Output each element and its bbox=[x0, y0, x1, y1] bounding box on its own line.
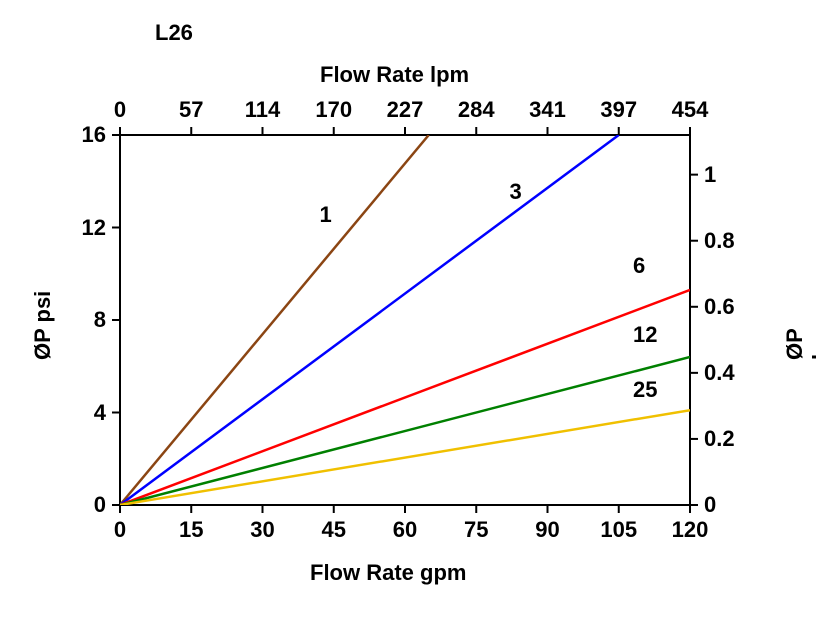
series-label-3: 3 bbox=[510, 179, 522, 205]
x-bottom-tick-label: 60 bbox=[393, 517, 417, 543]
series-line-6 bbox=[120, 290, 690, 505]
x-top-tick-label: 341 bbox=[529, 97, 566, 123]
x-top-tick-label: 170 bbox=[315, 97, 352, 123]
x-bottom-tick-label: 30 bbox=[250, 517, 274, 543]
y-right-tick-label: 0.6 bbox=[704, 294, 735, 320]
y-left-tick-label: 12 bbox=[82, 215, 106, 241]
series-label-25: 25 bbox=[633, 377, 657, 403]
y-right-tick-label: 0.8 bbox=[704, 228, 735, 254]
x-top-tick-label: 227 bbox=[387, 97, 424, 123]
series-lines bbox=[120, 135, 690, 505]
y-left-tick-label: 16 bbox=[82, 122, 106, 148]
x-bottom-tick-label: 120 bbox=[672, 517, 709, 543]
x-top-tick-label: 397 bbox=[600, 97, 637, 123]
series-label-12: 12 bbox=[633, 322, 657, 348]
x-top-tick-label: 114 bbox=[245, 97, 281, 123]
series-line-25 bbox=[120, 410, 690, 505]
y-right-tick-label: 0.4 bbox=[704, 360, 735, 386]
y-left-tick-label: 4 bbox=[94, 400, 106, 426]
chart-container: { "chart": { "type": "line", "title": "L… bbox=[0, 0, 816, 636]
series-line-12 bbox=[120, 357, 690, 505]
y-right-tick-label: 0 bbox=[704, 492, 716, 518]
y-right-tick-label: 1 bbox=[704, 162, 716, 188]
series-line-1 bbox=[120, 135, 429, 505]
x-top-tick-label: 454 bbox=[672, 97, 709, 123]
y-left-tick-label: 8 bbox=[94, 307, 106, 333]
y-left-tick-label: 0 bbox=[94, 492, 106, 518]
y-right-tick-label: 0.2 bbox=[704, 426, 735, 452]
axis-lines bbox=[120, 135, 690, 505]
x-bottom-tick-label: 0 bbox=[114, 517, 126, 543]
series-label-6: 6 bbox=[633, 253, 645, 279]
x-bottom-tick-label: 90 bbox=[535, 517, 559, 543]
series-label-1: 1 bbox=[320, 202, 332, 228]
x-top-tick-label: 0 bbox=[114, 97, 126, 123]
x-bottom-tick-label: 45 bbox=[322, 517, 346, 543]
x-bottom-tick-label: 105 bbox=[600, 517, 637, 543]
x-top-tick-label: 284 bbox=[458, 97, 495, 123]
series-line-3 bbox=[120, 135, 619, 505]
x-top-tick-label: 57 bbox=[179, 97, 203, 123]
x-bottom-tick-label: 15 bbox=[179, 517, 203, 543]
x-bottom-tick-label: 75 bbox=[464, 517, 488, 543]
